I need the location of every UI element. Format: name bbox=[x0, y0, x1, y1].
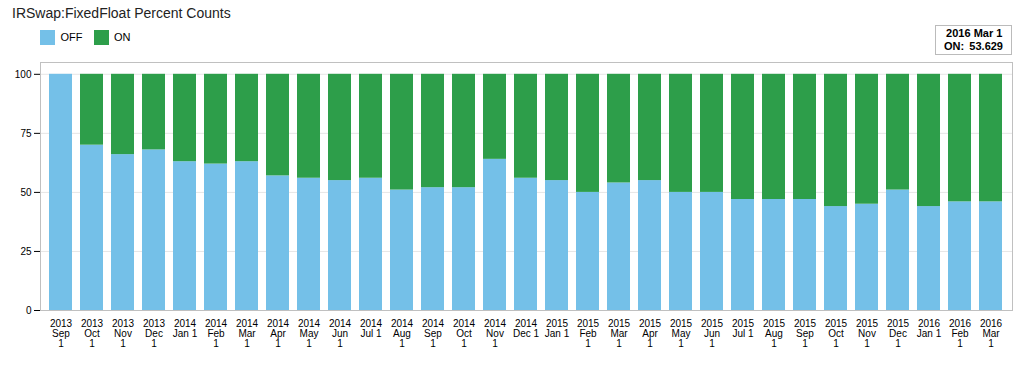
svg-text:2015Nov1: 2015Nov1 bbox=[856, 318, 879, 349]
html-text:ON: ON bbox=[114, 31, 131, 44]
svg-text:2014Dec 1: 2014Dec 1 bbox=[513, 318, 540, 339]
svg-text:2014Nov1: 2014Nov1 bbox=[484, 318, 507, 349]
html-text:2016 Mar 1 ON: 53.629: 2016 Mar 1 ON: 53.629 bbox=[943, 27, 1003, 52]
svg-text:25: 25 bbox=[20, 246, 32, 257]
svg-text:2015Aug1: 2015Aug1 bbox=[763, 318, 786, 349]
svg-text:2014Sep1: 2014Sep1 bbox=[422, 318, 445, 349]
svg-text:2014Jun1: 2014Jun1 bbox=[329, 318, 352, 349]
svg-text:2013Sep1: 2013Sep1 bbox=[50, 318, 73, 349]
svg-text:2015May1: 2015May1 bbox=[670, 318, 693, 349]
svg-text:2014May1: 2014May1 bbox=[298, 318, 321, 349]
svg-text:50: 50 bbox=[20, 187, 32, 198]
svg-text:2016Feb1: 2016Feb1 bbox=[949, 318, 972, 349]
svg-text:2015Oct1: 2015Oct1 bbox=[825, 318, 848, 349]
svg-text:0: 0 bbox=[26, 305, 32, 316]
svg-text:2015Sep1: 2015Sep1 bbox=[794, 318, 817, 349]
svg-text:2015Jul 1: 2015Jul 1 bbox=[732, 318, 755, 339]
svg-text:2014Jul 1: 2014Jul 1 bbox=[360, 318, 383, 339]
svg-text:2015Mar1: 2015Mar1 bbox=[608, 318, 631, 349]
svg-text:2015Feb1: 2015Feb1 bbox=[577, 318, 600, 349]
html-text:OFF: OFF bbox=[60, 31, 83, 44]
svg-text:2016Jan 1: 2016Jan 1 bbox=[917, 318, 942, 339]
svg-text:2015Jan 1: 2015Jan 1 bbox=[545, 318, 570, 339]
svg-text:2013Oct1: 2013Oct1 bbox=[81, 318, 104, 349]
svg-text:2014Jan 1: 2014Jan 1 bbox=[173, 318, 198, 339]
svg-text:2013Dec1: 2013Dec1 bbox=[143, 318, 166, 349]
svg-text:2015Jun1: 2015Jun1 bbox=[701, 318, 724, 349]
svg-text:2016Mar1: 2016Mar1 bbox=[980, 318, 1003, 349]
svg-text:2014Aug1: 2014Aug1 bbox=[391, 318, 414, 349]
svg-text:75: 75 bbox=[20, 128, 32, 139]
svg-text:2015Dec1: 2015Dec1 bbox=[887, 318, 910, 349]
svg-text:100: 100 bbox=[15, 69, 32, 80]
svg-text:2015Apr1: 2015Apr1 bbox=[639, 318, 662, 349]
html-text:IRSwap:FixedFloat Percent Coun: IRSwap:FixedFloat Percent Counts bbox=[12, 5, 231, 21]
svg-text:2014Apr1: 2014Apr1 bbox=[267, 318, 290, 349]
svg-text:2013Nov1: 2013Nov1 bbox=[112, 318, 135, 349]
svg-text:2014Oct1: 2014Oct1 bbox=[453, 318, 476, 349]
svg-text:2014Feb1: 2014Feb1 bbox=[205, 318, 228, 349]
svg-text:2014Mar1: 2014Mar1 bbox=[236, 318, 259, 349]
